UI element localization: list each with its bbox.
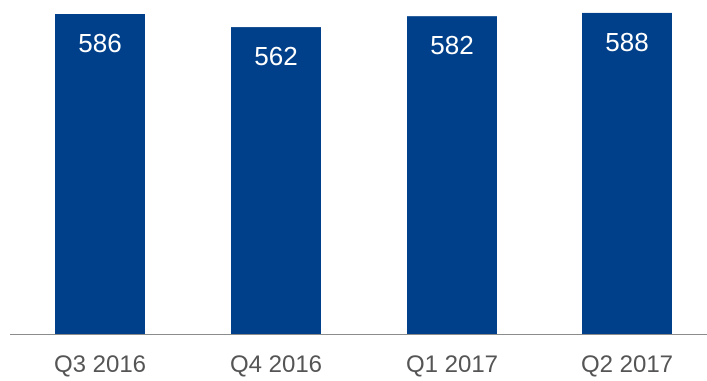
bar-q3-2016 — [55, 14, 145, 334]
data-label: 588 — [605, 27, 648, 57]
data-label: 562 — [254, 41, 297, 71]
data-label: 586 — [78, 28, 121, 58]
data-labels-layer: 586 562 582 588 — [78, 27, 648, 71]
bars-layer — [55, 12, 672, 335]
data-label: 582 — [430, 30, 473, 60]
x-tick-label: Q4 2016 — [230, 351, 322, 378]
x-tick-labels-layer: Q3 2016 Q4 2016 Q1 2017 Q2 2017 — [54, 351, 673, 378]
x-tick-label: Q3 2016 — [54, 351, 146, 378]
x-tick-label: Q1 2017 — [406, 351, 498, 378]
bar-q4-2016 — [231, 27, 321, 334]
bar-q2-2017 — [582, 12, 672, 335]
bar-q1-2017 — [407, 16, 497, 335]
x-tick-label: Q2 2017 — [581, 351, 673, 378]
